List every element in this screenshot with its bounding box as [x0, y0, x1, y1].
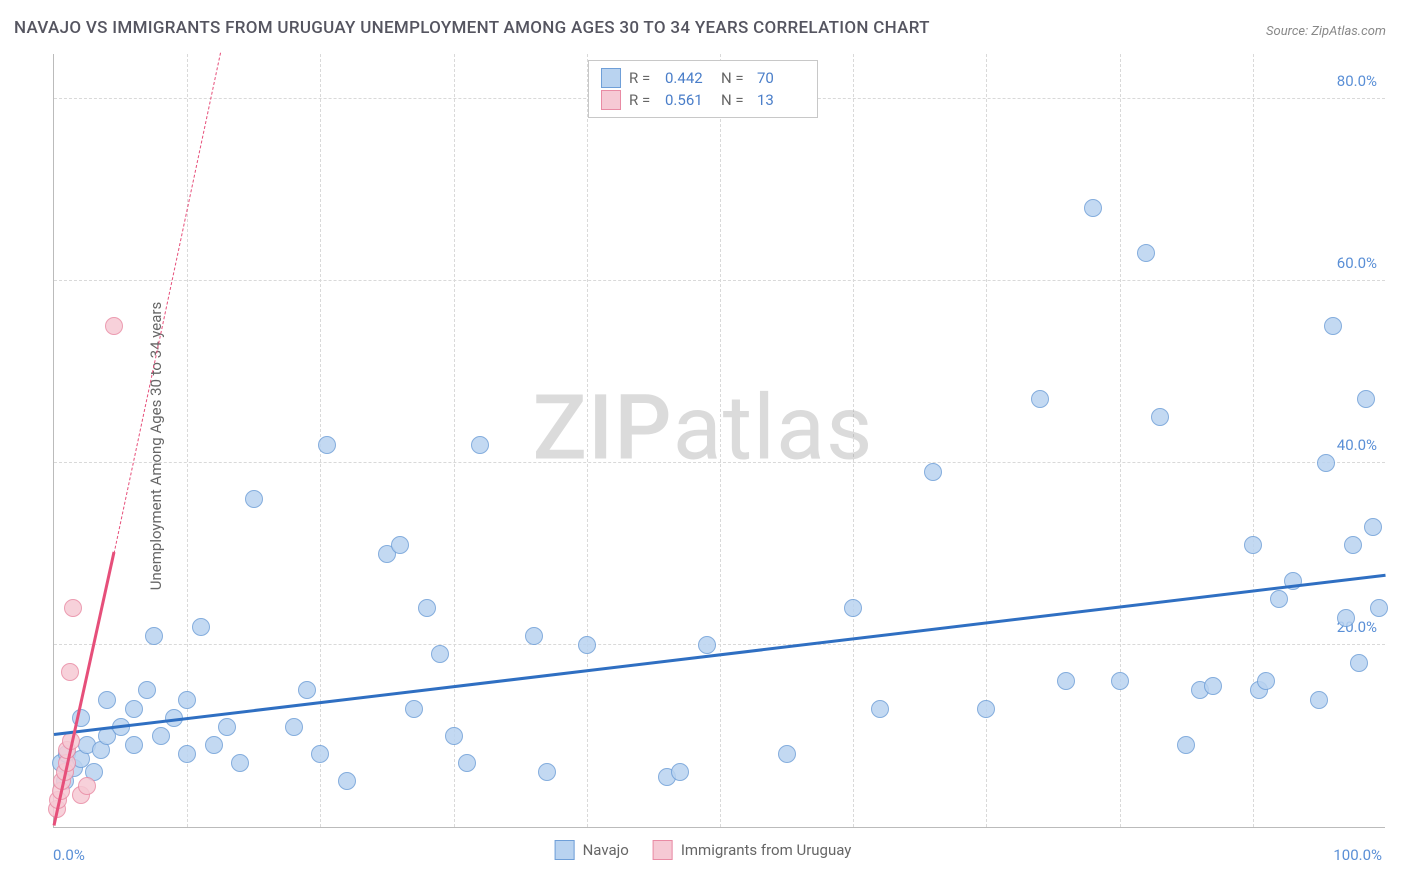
data-point [458, 754, 476, 772]
data-point [285, 718, 303, 736]
data-point [1364, 518, 1382, 536]
data-point [698, 636, 716, 654]
correlation-legend: R = 0.442 N = 70 R = 0.561 N = 13 [588, 60, 818, 118]
gridline-vertical [1120, 54, 1121, 827]
data-point [1317, 454, 1335, 472]
data-point [1204, 677, 1222, 695]
data-point [1337, 609, 1355, 627]
legend-swatch [601, 68, 621, 88]
data-point [391, 536, 409, 554]
data-point [338, 772, 356, 790]
legend-swatch [601, 90, 621, 110]
data-point [231, 754, 249, 772]
data-point [192, 618, 210, 636]
legend-swatch [653, 840, 673, 860]
data-point [525, 627, 543, 645]
legend-r-value: 0.561 [665, 91, 713, 109]
data-point [245, 490, 263, 508]
data-point [844, 599, 862, 617]
data-point [145, 627, 163, 645]
data-point [125, 700, 143, 718]
legend-label: Navajo [583, 841, 629, 859]
data-point [418, 599, 436, 617]
data-point [178, 691, 196, 709]
legend-r-value: 0.442 [665, 69, 713, 87]
data-point [1031, 390, 1049, 408]
data-point [1137, 244, 1155, 262]
legend-label: Immigrants from Uruguay [681, 841, 852, 859]
y-tick-label: 60.0% [1337, 254, 1377, 272]
data-point [471, 436, 489, 454]
legend-r-label: R = [629, 91, 657, 109]
data-point [1111, 672, 1129, 690]
gridline-vertical [454, 54, 455, 827]
data-point [1357, 390, 1375, 408]
legend-n-label: N = [721, 91, 749, 109]
data-point [311, 745, 329, 763]
data-point [871, 700, 889, 718]
gridline-vertical [587, 54, 588, 827]
data-point [924, 463, 942, 481]
legend-swatch [555, 840, 575, 860]
legend-n-value: 13 [757, 91, 805, 109]
data-point [1310, 691, 1328, 709]
data-point [1370, 599, 1388, 617]
plot-area: 20.0%40.0%60.0%80.0% [53, 54, 1385, 828]
legend-item: Immigrants from Uruguay [653, 840, 852, 860]
data-point [431, 645, 449, 663]
legend-row: R = 0.442 N = 70 [601, 67, 805, 89]
y-tick-label: 40.0% [1337, 436, 1377, 454]
data-point [205, 736, 223, 754]
legend-row: R = 0.561 N = 13 [601, 89, 805, 111]
series-legend: Navajo Immigrants from Uruguay [555, 840, 852, 860]
gridline-vertical [187, 54, 188, 827]
data-point [1350, 654, 1368, 672]
x-tick-max: 100.0% [1333, 846, 1382, 864]
data-point [138, 681, 156, 699]
data-point [1057, 672, 1075, 690]
data-point [105, 317, 123, 335]
source-attribution: Source: ZipAtlas.com [1266, 24, 1386, 39]
legend-item: Navajo [555, 840, 629, 860]
data-point [98, 691, 116, 709]
data-point [1324, 317, 1342, 335]
legend-n-label: N = [721, 69, 749, 87]
chart-title: NAVAJO VS IMMIGRANTS FROM URUGUAY UNEMPL… [14, 18, 930, 38]
data-point [61, 663, 79, 681]
data-point [1344, 536, 1362, 554]
data-point [1084, 199, 1102, 217]
data-point [78, 777, 96, 795]
data-point [445, 727, 463, 745]
data-point [1244, 536, 1262, 554]
data-point [405, 700, 423, 718]
data-point [977, 700, 995, 718]
x-tick-min: 0.0% [53, 846, 85, 864]
gridline-vertical [853, 54, 854, 827]
data-point [152, 727, 170, 745]
data-point [778, 745, 796, 763]
data-point [64, 599, 82, 617]
data-point [538, 763, 556, 781]
data-point [671, 763, 689, 781]
data-point [218, 718, 236, 736]
gridline-vertical [1253, 54, 1254, 827]
data-point [1257, 672, 1275, 690]
data-point [1151, 408, 1169, 426]
y-tick-label: 80.0% [1337, 72, 1377, 90]
data-point [178, 745, 196, 763]
data-point [578, 636, 596, 654]
gridline-vertical [720, 54, 721, 827]
legend-r-label: R = [629, 69, 657, 87]
data-point [1177, 736, 1195, 754]
legend-n-value: 70 [757, 69, 805, 87]
data-point [318, 436, 336, 454]
data-point [125, 736, 143, 754]
data-point [1270, 590, 1288, 608]
data-point [298, 681, 316, 699]
trend-line [113, 52, 221, 553]
